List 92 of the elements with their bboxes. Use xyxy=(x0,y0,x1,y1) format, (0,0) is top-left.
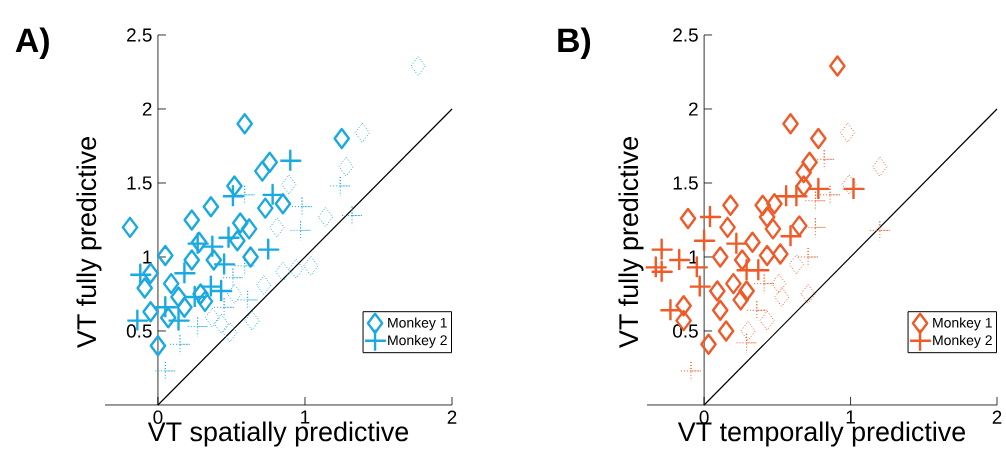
point xyxy=(129,263,152,286)
point xyxy=(700,333,717,355)
point xyxy=(205,249,223,271)
point xyxy=(708,280,726,302)
chart-title: B) xyxy=(558,27,591,59)
point xyxy=(779,225,802,248)
y-tick-label: 0.5 xyxy=(126,324,152,338)
point xyxy=(717,320,735,342)
point xyxy=(644,256,667,279)
chart-title: A) xyxy=(15,27,49,59)
point xyxy=(333,127,351,150)
point xyxy=(675,295,692,317)
x-tick-label: 0 xyxy=(153,410,163,424)
point xyxy=(829,55,846,77)
point xyxy=(679,207,697,230)
point xyxy=(236,113,254,135)
point xyxy=(170,286,187,308)
point xyxy=(221,185,245,208)
legend-label: Monkey 2 xyxy=(388,334,447,348)
point xyxy=(229,230,246,252)
point xyxy=(209,279,233,303)
point xyxy=(254,160,271,182)
y-tick-label: 2.5 xyxy=(673,28,698,42)
point xyxy=(698,205,722,229)
point xyxy=(807,177,830,201)
point xyxy=(240,218,258,240)
point xyxy=(154,296,177,319)
point xyxy=(226,175,243,197)
y-axis-title: VT fully predictive xyxy=(76,137,102,348)
point xyxy=(167,309,190,332)
legend-label: Monkey 1 xyxy=(933,317,992,331)
x-tick-label: 2 xyxy=(992,410,1002,424)
y-tick-label: 0.5 xyxy=(673,324,698,338)
legend-label: Monkey 2 xyxy=(933,334,992,348)
point xyxy=(733,249,751,271)
point xyxy=(196,290,214,313)
y-tick-label: 1.5 xyxy=(127,176,152,190)
point xyxy=(279,149,302,172)
point xyxy=(754,194,772,216)
point xyxy=(212,253,236,276)
point xyxy=(256,197,274,219)
point xyxy=(790,215,808,237)
point xyxy=(242,246,259,268)
point xyxy=(217,226,240,249)
point xyxy=(732,289,750,311)
point xyxy=(142,262,159,284)
point xyxy=(758,206,776,228)
point xyxy=(668,248,691,272)
point xyxy=(688,275,711,298)
point xyxy=(725,272,742,295)
point xyxy=(771,243,789,265)
point xyxy=(159,306,177,329)
point xyxy=(650,238,673,261)
point xyxy=(744,231,761,253)
point xyxy=(719,216,736,239)
point xyxy=(810,127,827,150)
y-tick-label: 1.5 xyxy=(673,176,698,190)
y-axis-title: VT fully predictive xyxy=(618,137,644,348)
point xyxy=(183,209,201,231)
point xyxy=(764,218,782,240)
point xyxy=(711,299,729,321)
point xyxy=(261,151,279,173)
point xyxy=(795,161,813,184)
point xyxy=(156,244,174,267)
point xyxy=(202,195,220,218)
point xyxy=(747,259,770,282)
point xyxy=(782,113,799,135)
y-tick-label: 2 xyxy=(142,102,152,116)
point xyxy=(261,183,284,207)
y-tick-label: 2.5 xyxy=(127,28,152,42)
point xyxy=(257,238,280,261)
point xyxy=(692,229,716,252)
point xyxy=(758,244,776,267)
y-tick-label: 1 xyxy=(143,250,152,264)
point xyxy=(121,216,139,239)
point xyxy=(725,232,748,255)
point xyxy=(722,194,739,216)
y-tick-label: 2 xyxy=(689,102,698,116)
point xyxy=(711,246,729,268)
point xyxy=(795,175,813,197)
point xyxy=(842,177,865,201)
point xyxy=(136,277,154,299)
point xyxy=(183,249,201,271)
point xyxy=(231,212,249,234)
point xyxy=(201,235,224,258)
point xyxy=(274,193,292,215)
legend-label: Monkey 1 xyxy=(388,317,447,331)
point xyxy=(801,151,818,173)
point xyxy=(142,301,159,323)
point xyxy=(659,299,682,322)
x-tick-label: 2 xyxy=(447,410,457,424)
point xyxy=(650,260,673,283)
